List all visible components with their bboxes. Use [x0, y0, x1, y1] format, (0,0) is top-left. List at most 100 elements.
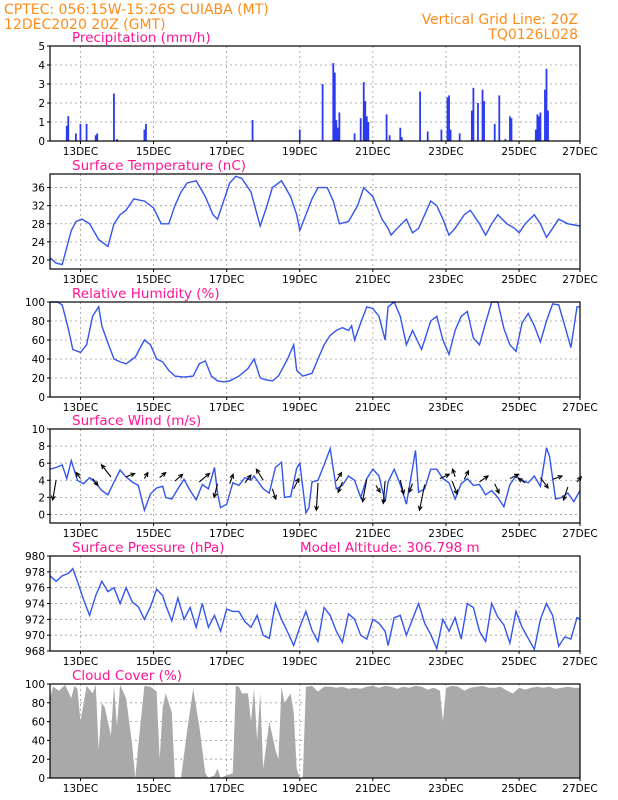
- wind-vector-arrow: [143, 471, 149, 479]
- precip-bar: [477, 103, 479, 141]
- precip-bar: [536, 114, 539, 141]
- wind-vector-arrow: [562, 486, 569, 502]
- wind-vector-arrow: [244, 474, 252, 484]
- wind-panel: 0 2 4 6 8 10 13DEC 15DEC 17DEC 19DEC 21DEC 23DEC 25D…: [32, 413, 598, 540]
- header-run-time: 12DEC2020 20Z (GMT): [4, 17, 166, 33]
- x-tick-label: 13DEC: [63, 274, 98, 286]
- precip-bar: [321, 84, 324, 141]
- precip-bar: [539, 112, 542, 141]
- cloud-frame: [49, 683, 581, 779]
- precip-bar: [335, 120, 338, 141]
- x-tick-label: 23DEC: [428, 146, 463, 158]
- wind-vector-arrow: [408, 483, 413, 494]
- precip-bar: [419, 91, 421, 141]
- x-tick-label: 19DEC: [282, 783, 317, 795]
- wind-vector-arrow: [399, 480, 406, 496]
- rh-series-line: [50, 300, 580, 383]
- precip-bar: [400, 137, 403, 141]
- y-tick-label: 80: [32, 316, 45, 328]
- precip-bar: [426, 131, 429, 141]
- x-tick-label: 25DEC: [501, 528, 536, 540]
- precip-bar: [298, 129, 301, 141]
- y-tick-label: 60: [32, 717, 45, 729]
- y-tick-label: 978: [25, 567, 45, 579]
- x-tick-label: 15DEC: [136, 656, 171, 668]
- wind-vector-arrow: [229, 473, 235, 484]
- y-tick-label: 0: [38, 509, 45, 521]
- precip-bar: [509, 116, 511, 141]
- wind-vector-arrow: [337, 481, 343, 494]
- x-tick-label: 25DEC: [501, 402, 536, 414]
- x-tick-label: 27DEC: [562, 656, 597, 668]
- wind-vector-arrow: [539, 477, 549, 489]
- wind-vector-arrow: [451, 480, 459, 496]
- model-altitude-annotation: Model Altitude: 306.798 m: [300, 540, 480, 556]
- wind-vector-arrow: [125, 472, 136, 478]
- y-tick-label: 968: [25, 646, 45, 658]
- x-tick-label: 27DEC: [562, 783, 597, 795]
- precip-bar: [544, 89, 546, 141]
- temp-frame: [49, 173, 581, 270]
- precip-title: Precipitation (mm/h): [72, 30, 211, 46]
- x-tick-label: 25DEC: [501, 274, 536, 286]
- wind-vector-arrow: [517, 477, 526, 484]
- temp-title: Surface Temperature (nC): [72, 158, 246, 174]
- header-location: CPTEC: 056:15W-15:26S CUIABA (MT): [4, 2, 269, 18]
- header-grid-note: Vertical Grid Line: 20Z: [422, 12, 578, 28]
- wind-vector-arrow: [360, 479, 368, 503]
- wind-vector-arrow: [50, 480, 57, 502]
- precip-bar: [534, 129, 537, 141]
- precip-bar: [145, 123, 147, 141]
- wind-series-line: [49, 445, 581, 515]
- x-tick-label: 23DEC: [428, 783, 463, 795]
- precip-bar: [483, 101, 485, 141]
- precip-bar: [537, 116, 540, 141]
- precip-bar: [449, 129, 452, 141]
- x-tick-label: 25DEC: [501, 146, 536, 158]
- y-tick-label: 2: [38, 98, 45, 110]
- x-tick-label: 21DEC: [355, 274, 390, 286]
- precip-bar: [85, 123, 88, 141]
- wind-vector-arrow: [75, 471, 81, 479]
- wind-vector-arrow: [335, 471, 343, 482]
- precip-bar: [79, 123, 82, 141]
- y-tick-label: 60: [32, 335, 45, 347]
- x-tick-label: 13DEC: [63, 656, 98, 668]
- x-tick-label: 17DEC: [209, 656, 244, 668]
- wind-title: Surface Wind (m/s): [72, 413, 201, 429]
- wind-vector-arrow: [451, 467, 457, 478]
- y-tick-label: 970: [25, 630, 45, 642]
- precip-bar: [493, 123, 496, 141]
- precip-bar: [504, 139, 507, 141]
- wind-vector-arrow: [494, 483, 500, 495]
- y-tick-label: 40: [32, 735, 45, 747]
- wind-vector-arrow: [212, 483, 219, 499]
- wind-vector-arrow: [314, 482, 320, 512]
- y-tick-label: 80: [32, 698, 45, 710]
- pres-title: Surface Pressure (hPa): [72, 540, 225, 556]
- wind-vector-arrow: [509, 473, 520, 480]
- y-tick-label: 0: [38, 773, 45, 785]
- precip-bar: [399, 127, 402, 141]
- x-tick-label: 15DEC: [136, 402, 171, 414]
- x-tick-label: 27DEC: [562, 146, 597, 158]
- y-tick-label: 100: [25, 679, 45, 691]
- x-tick-label: 13DEC: [63, 402, 98, 414]
- wind-vector-arrow: [552, 474, 564, 480]
- y-tick-label: 6: [38, 458, 45, 470]
- x-tick-label: 17DEC: [209, 402, 244, 414]
- precip-bar: [498, 95, 501, 141]
- precip-bar: [113, 93, 115, 141]
- y-tick-label: 4: [38, 60, 45, 72]
- x-tick-label: 13DEC: [63, 783, 98, 795]
- y-tick-label: 4: [38, 475, 45, 487]
- precip-bar: [338, 112, 341, 141]
- precip-bar: [94, 135, 97, 141]
- x-tick-label: 23DEC: [428, 656, 463, 668]
- y-tick-label: 24: [32, 237, 46, 249]
- precip-bar: [510, 118, 513, 141]
- x-tick-label: 25DEC: [501, 656, 536, 668]
- precip-bar: [336, 127, 339, 141]
- x-tick-label: 21DEC: [355, 402, 390, 414]
